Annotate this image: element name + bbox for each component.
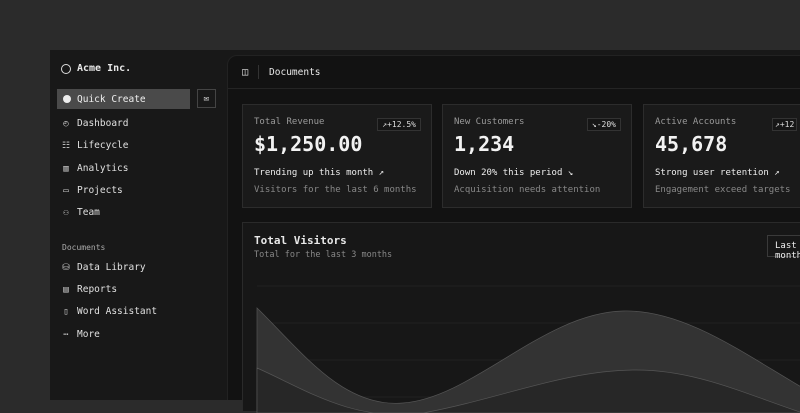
sidebar-item-reports[interactable]: ▤ Reports (61, 284, 117, 295)
sidebar-item-label: Word Assistant (77, 306, 158, 317)
card-note: Engagement exceed targets (655, 185, 791, 195)
chart-title: Total Visitors (254, 234, 347, 247)
sidebar-item-label: Data Library (77, 262, 146, 273)
divider (258, 65, 260, 79)
sidebar-item-more[interactable]: ⋯ More (61, 329, 100, 340)
brand[interactable]: Acme Inc. (61, 63, 131, 74)
mail-icon: ✉ (203, 93, 210, 104)
card-note: Visitors for the last 6 months (254, 185, 417, 195)
card-note: Acquisition needs attention (454, 185, 601, 195)
sidebar-item-word-assistant[interactable]: ▯ Word Assistant (61, 306, 157, 317)
main-panel: ◫ Documents Total Revenue ↗+12.5% $1,250.0… (227, 55, 800, 413)
card-label: Total Revenue (254, 117, 325, 127)
visitors-chart-card: Total Visitors Total for the last 3 mont… (242, 222, 800, 413)
list-icon: ☷ (61, 140, 71, 151)
metric-card-customers: New Customers ↘-20% 1,234 Down 20% this p… (442, 104, 632, 208)
card-trend: Strong user retention ↗ (655, 168, 780, 178)
card-value: 1,234 (454, 132, 515, 156)
page-title: Documents (269, 66, 321, 78)
sidebar-item-team[interactable]: ⚇ Team (61, 207, 100, 218)
card-value: 45,678 (655, 132, 728, 156)
sidebar-item-label: Reports (77, 284, 118, 295)
header: ◫ Documents (228, 56, 800, 89)
sidebar-item-dashboard[interactable]: ◴ Dashboard (61, 118, 128, 129)
inbox-button[interactable]: ✉ (197, 89, 216, 108)
card-trend: Trending up this month ↗ (254, 168, 385, 178)
sidebar-item-analytics[interactable]: ▥ Analytics (61, 163, 128, 174)
trend-badge: ↘-20% (586, 118, 621, 131)
card-trend: Down 20% this period ↘ (454, 168, 574, 178)
brand-name: Acme Inc. (77, 63, 132, 74)
database-icon: ⛁ (62, 262, 70, 273)
trend-badge: ↗+12.5% (377, 118, 421, 131)
sidebar-item-label: Dashboard (77, 118, 129, 129)
sidebar-toggle-icon[interactable]: ◫ (242, 66, 249, 78)
plus-circle-icon (63, 95, 71, 103)
chart-subtitle: Total for the last 3 months (254, 250, 393, 260)
users-icon: ⚇ (63, 207, 69, 218)
more-icon: ⋯ (63, 329, 69, 340)
metric-card-accounts: Active Accounts ↗+12 45,678 Strong user r… (643, 104, 800, 208)
quick-create-label: Quick Create (77, 93, 146, 105)
bar-chart-icon: ▥ (63, 163, 69, 174)
report-icon: ▤ (63, 284, 69, 295)
file-icon: ▯ (63, 306, 69, 317)
sidebar-item-label: More (77, 329, 100, 340)
card-label: Active Accounts (655, 117, 737, 127)
sidebar-item-label: Lifecycle (77, 140, 129, 151)
quick-create-button[interactable]: Quick Create (57, 89, 190, 109)
card-label: New Customers (454, 117, 525, 127)
sidebar-item-label: Projects (77, 185, 123, 196)
app-window: Acme Inc. Quick Create ✉ ◴ Dashboard ☷ Lif… (50, 50, 800, 413)
sidebar-item-projects[interactable]: ▭ Projects (61, 185, 123, 196)
sidebar-item-label: Team (77, 207, 100, 218)
sidebar-item-data-library[interactable]: ⛁ Data Library (61, 262, 146, 273)
sidebar-item-lifecycle[interactable]: ☷ Lifecycle (61, 140, 129, 151)
sidebar: Acme Inc. Quick Create ✉ ◴ Dashboard ☷ Lif… (50, 50, 226, 400)
folder-icon: ▭ (63, 185, 69, 196)
section-heading-documents: Documents (62, 243, 106, 252)
logo-icon (61, 63, 71, 74)
gauge-icon: ◴ (63, 118, 69, 129)
range-select[interactable]: Last 3 months (767, 235, 800, 261)
trend-badge: ↗+12 (772, 118, 798, 131)
card-value: $1,250.00 (254, 132, 363, 156)
sidebar-item-label: Analytics (77, 163, 129, 174)
metric-card-revenue: Total Revenue ↗+12.5% $1,250.00 Trending … (242, 104, 432, 208)
